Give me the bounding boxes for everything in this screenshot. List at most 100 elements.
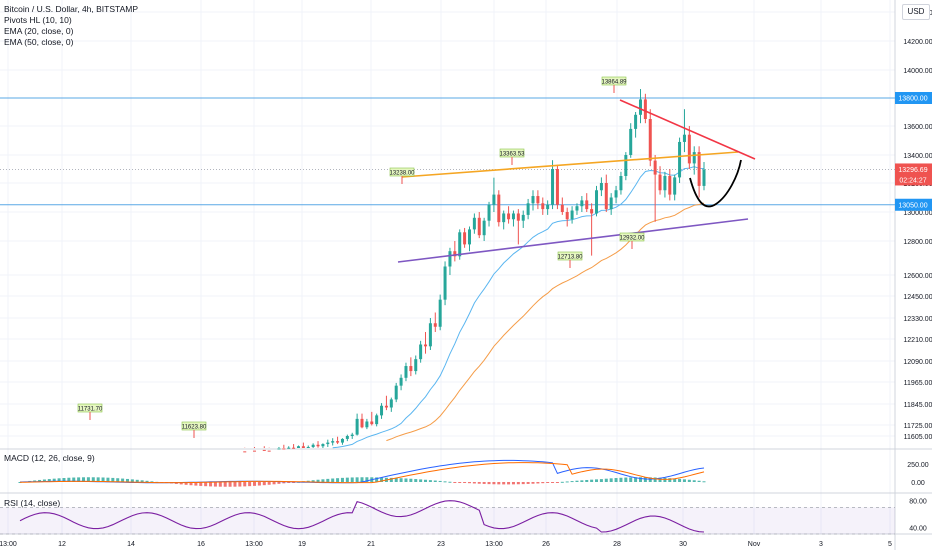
macd-histogram-bar: [678, 478, 682, 482]
macd-signal-line: [19, 462, 705, 484]
indicator-label-pivots[interactable]: Pivots HL (10, 10): [4, 15, 72, 25]
time-tick-label: 23: [437, 541, 445, 548]
time-tick-label: 13:00: [485, 541, 503, 548]
candle-body: [477, 217, 481, 236]
macd-histogram-bar: [121, 478, 125, 482]
candle-body: [394, 385, 398, 400]
macd-histogram-bar: [702, 481, 706, 483]
price-tick-label: 11965.00: [904, 380, 932, 387]
chart-title: Bitcoin / U.S. Dollar, 4h, BITSTAMP: [4, 4, 138, 15]
macd-histogram-bar: [189, 482, 193, 486]
candle-body: [536, 196, 540, 204]
macd-histogram-bar: [404, 478, 408, 482]
candle-body: [380, 405, 384, 416]
candle-body: [555, 169, 559, 205]
macd-histogram-bar: [106, 477, 110, 482]
macd-histogram-bar: [57, 478, 61, 482]
macd-histogram-bar: [194, 482, 198, 486]
ema20-line: [332, 166, 705, 449]
candle-body: [531, 196, 535, 204]
price-tick-label: 13600.00: [903, 124, 932, 131]
candle-body: [399, 377, 403, 386]
macd-histogram-bar: [463, 482, 467, 483]
candle-body: [350, 434, 354, 436]
candle-body: [277, 448, 281, 450]
level-price-tag: [895, 198, 932, 211]
macd-histogram-bar: [179, 482, 183, 485]
candle-body: [663, 176, 667, 191]
macd-histogram-bar: [609, 478, 613, 482]
macd-histogram-bar: [624, 477, 628, 482]
candle-body: [526, 203, 530, 215]
price-tick-label: 13000.00: [903, 210, 932, 217]
macd-histogram-bar: [433, 480, 437, 482]
price-tick-label: 11845.00: [904, 402, 932, 409]
macd-histogram-bar: [682, 479, 686, 482]
time-tick-label: 19: [298, 541, 306, 548]
price-tick-label: 12210.00: [903, 337, 932, 344]
macd-histogram-bar: [116, 478, 120, 482]
macd-histogram-bar: [316, 479, 320, 482]
candle-body: [682, 134, 686, 142]
candle-body: [609, 197, 613, 210]
macd-histogram-bar: [150, 481, 154, 483]
macd-histogram-bar: [497, 482, 501, 485]
price-tick-label: 11725.00: [904, 423, 932, 430]
candle-body: [678, 141, 682, 178]
macd-histogram-bar: [213, 482, 217, 487]
macd-histogram-bar: [184, 482, 188, 485]
macd-histogram-bar: [604, 478, 608, 482]
red-trend-line: [619, 99, 756, 160]
candle-body: [648, 119, 652, 161]
currency-button[interactable]: USD: [902, 4, 930, 20]
indicator-label-ema50[interactable]: EMA (50, close, 0): [4, 37, 74, 47]
macd-histogram-bar: [653, 477, 657, 482]
candle-body: [619, 176, 623, 191]
candle-body: [428, 323, 432, 347]
price-tick-label: 14200.00: [903, 39, 932, 46]
macd-histogram-bar: [18, 482, 22, 483]
time-tick-label: 21: [367, 541, 375, 548]
macd-histogram-bar: [409, 478, 413, 482]
last-price-tag: [895, 163, 932, 186]
candle-body: [590, 209, 594, 214]
macd-histogram-bar: [365, 477, 369, 482]
indicator-label-ema20[interactable]: EMA (20, close, 0): [4, 26, 74, 36]
macd-histogram-bar: [482, 482, 486, 484]
candle-body: [497, 194, 501, 223]
macd-histogram-bar: [668, 478, 672, 482]
macd-histogram-bar: [526, 482, 530, 484]
macd-histogram-bar: [648, 477, 652, 482]
candle-body: [502, 213, 506, 223]
macd-histogram-bar: [634, 477, 638, 482]
macd-histogram-bar: [228, 482, 232, 487]
time-tick-label: 12: [58, 541, 66, 548]
candle-body: [433, 323, 437, 327]
time-tick-label: 28: [613, 541, 621, 548]
macd-histogram-bar: [243, 482, 247, 487]
candle-body: [336, 441, 340, 443]
candle-body: [492, 194, 496, 205]
candle-body: [340, 438, 344, 443]
candle-body: [467, 229, 471, 245]
macd-histogram-bar: [96, 477, 100, 482]
macd-histogram-bar: [507, 482, 511, 485]
macd-histogram-bar: [424, 479, 428, 482]
candle-body: [580, 200, 584, 207]
candle-body: [697, 152, 701, 186]
macd-histogram-bar: [253, 482, 257, 486]
macd-histogram-bar: [42, 479, 46, 482]
price-tick-label: 12600.00: [903, 273, 932, 280]
pivot-label: 12713.80: [557, 255, 583, 261]
macd-histogram-bar: [443, 481, 447, 483]
macd-histogram-bar: [511, 482, 515, 485]
candle-body: [419, 344, 423, 360]
candle-body: [345, 436, 349, 439]
candle-body: [331, 441, 335, 443]
price-tick-label: 12450.00: [903, 294, 932, 301]
macd-histogram-bar: [551, 482, 555, 483]
rsi-band: [0, 507, 895, 534]
candle-body: [389, 399, 393, 408]
macd-histogram-bar: [531, 482, 535, 484]
